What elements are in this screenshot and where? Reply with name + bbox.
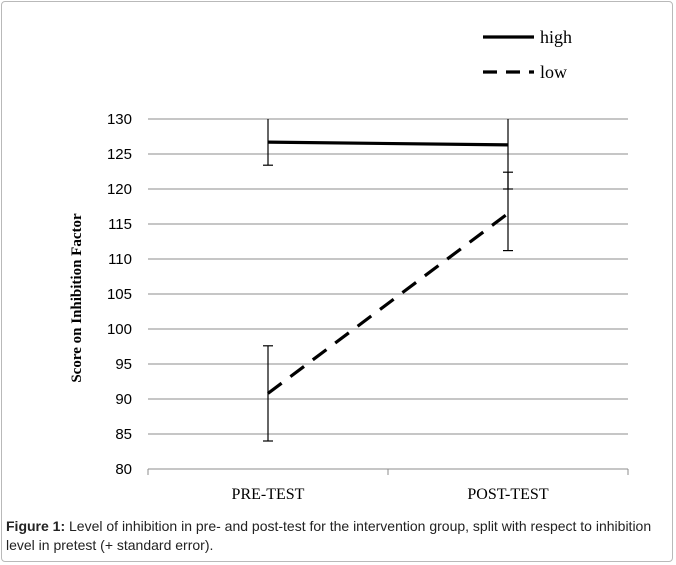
caption-label: Figure 1: — [6, 518, 66, 534]
error-bars — [263, 119, 513, 442]
y-tick-label: 115 — [108, 216, 132, 233]
gridlines — [148, 118, 628, 435]
y-axis-label: Score on Inhibition Factor — [69, 213, 85, 383]
y-tick-label: 85 — [115, 426, 132, 443]
y-tick-labels: 80 85 90 95 100 105 110 115 120 125 130 — [107, 111, 132, 478]
series-line-high — [267, 140, 509, 147]
y-tick-label: 110 — [108, 251, 132, 268]
axes — [147, 468, 629, 475]
x-tick-label: PRE-TEST — [232, 486, 305, 503]
y-tick-label: 130 — [107, 111, 132, 128]
legend-label-high: high — [540, 27, 572, 47]
figure-caption: Figure 1: Level of inhibition in pre- an… — [6, 517, 670, 555]
y-tick-label: 125 — [107, 146, 132, 163]
legend-label-low: low — [540, 62, 567, 82]
y-tick-label: 90 — [115, 391, 132, 408]
series-line-low — [267, 212, 509, 395]
series-lines — [267, 140, 509, 395]
caption-text: Level of inhibition in pre- and post-tes… — [6, 518, 652, 553]
x-tick-labels: PRE-TEST POST-TEST — [232, 486, 549, 503]
y-tick-label: 80 — [115, 461, 132, 478]
legend: high low — [483, 27, 572, 82]
line-chart: 80 85 90 95 100 105 110 115 120 125 130 PRE-TEST PO… — [69, 27, 629, 503]
y-tick-label: 95 — [115, 356, 132, 373]
y-tick-label: 105 — [107, 286, 132, 303]
y-tick-label: 120 — [107, 181, 132, 198]
x-tick-label: POST-TEST — [467, 486, 548, 503]
y-tick-label: 100 — [107, 321, 132, 338]
